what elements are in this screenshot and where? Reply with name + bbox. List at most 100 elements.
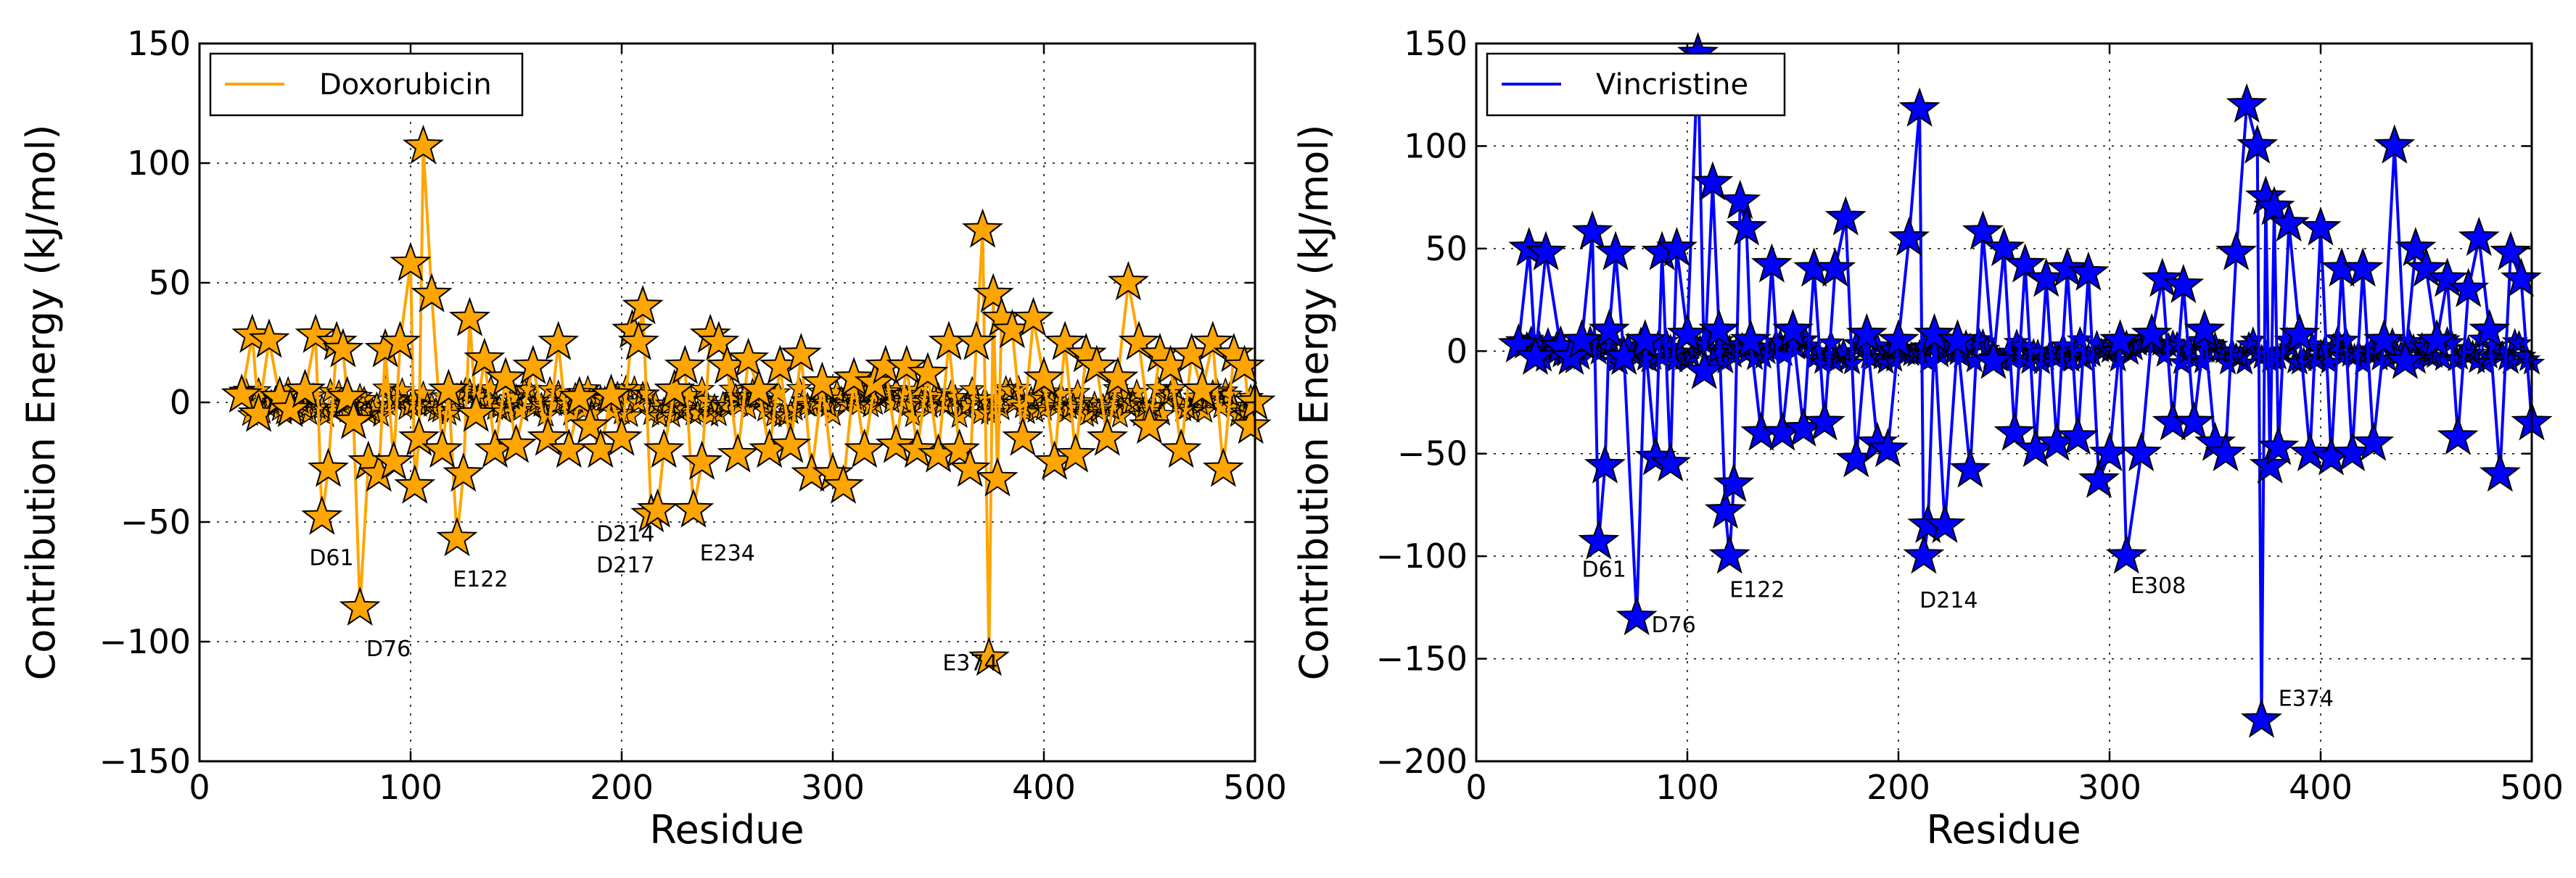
data-point-star — [1666, 312, 1708, 352]
x-axis-label: Residue — [649, 807, 804, 853]
data-point-star — [1845, 312, 1888, 352]
data-point-star — [1750, 243, 1793, 283]
residue-annotation: E308 — [2131, 573, 2186, 599]
data-point-star — [1803, 401, 1845, 441]
data-point-star — [1044, 320, 1086, 360]
x-tick-label: 300 — [801, 768, 865, 807]
residue-annotation: D76 — [366, 637, 411, 662]
data-point-star — [1713, 463, 1755, 502]
residue-annotation: E122 — [453, 567, 508, 592]
y-tick-label: 100 — [127, 144, 191, 183]
data-point-star — [1771, 309, 1814, 349]
data-point-star — [443, 452, 485, 492]
data-point-star — [1903, 534, 1945, 574]
data-point-star — [728, 337, 770, 377]
x-tick-label: 200 — [590, 768, 654, 807]
residue-annotation: D76 — [1652, 613, 1696, 638]
data-point-star — [295, 313, 337, 353]
data-point-star — [907, 352, 949, 392]
data-point-star — [2448, 268, 2490, 307]
data-point-star — [322, 328, 364, 368]
data-point-star — [512, 344, 554, 384]
data-point-star — [2004, 243, 2046, 283]
data-point-star — [1076, 344, 1118, 384]
plot-frame — [1475, 42, 2533, 763]
data-point-star — [962, 208, 1004, 248]
data-point-star — [394, 464, 436, 504]
data-point-star — [2226, 83, 2268, 123]
data-point-star — [2163, 263, 2205, 304]
y-tick-label: 0 — [170, 383, 191, 422]
data-point-star — [1993, 411, 2036, 451]
data-point-star — [1814, 247, 1856, 287]
data-point-star — [2279, 312, 2321, 352]
data-point-star — [1708, 534, 1750, 574]
vincristine-chart: 0 100 200 300 400 500 −200 −150 −100 −50 0 50 100 150… — [1291, 24, 2564, 853]
data-point-star — [654, 368, 696, 408]
data-point-star — [1692, 161, 1734, 201]
data-point-star — [1578, 520, 1620, 560]
data-point-star — [976, 457, 1019, 497]
data-point-star — [1936, 319, 1979, 359]
data-point-star — [527, 416, 569, 456]
data-point-star — [601, 416, 643, 456]
data-point-star — [2240, 698, 2283, 738]
data-point-star — [622, 285, 664, 325]
data-point-star — [1867, 428, 1909, 468]
data-point-star — [1983, 226, 2025, 267]
data-point-star — [886, 344, 928, 384]
data-point-star — [436, 517, 478, 557]
y-axis-label: Contribution Energy (kJ/mol) — [1291, 125, 1337, 681]
data-point-star — [2374, 124, 2416, 164]
data-point-star — [1704, 489, 1746, 529]
residue-annotation: D217 — [596, 552, 654, 578]
data-point-star — [326, 376, 369, 415]
data-point-star — [1655, 226, 1698, 267]
data-point-star — [1824, 196, 1867, 236]
legend: Doxorubicin — [209, 52, 524, 117]
y-axis-label: Contribution Energy (kJ/mol) — [18, 125, 64, 681]
data-point-star — [1128, 405, 1171, 444]
data-point-star — [1086, 416, 1128, 456]
data-point-star — [1202, 447, 1244, 487]
residue-annotation: D214 — [1919, 588, 1978, 613]
data-point-star — [1888, 216, 1930, 257]
data-point-star — [2363, 319, 2405, 359]
data-point-star — [1571, 210, 1613, 250]
data-point-star — [1514, 335, 1557, 376]
data-point-star — [1725, 206, 1768, 246]
data-point-star — [672, 488, 715, 528]
data-point-star — [2405, 247, 2448, 287]
y-tick-label: −100 — [99, 622, 191, 661]
data-point-star — [1698, 309, 1740, 349]
data-point-star — [1055, 433, 1097, 473]
y-tick-label: −100 — [1376, 537, 1468, 576]
y-tick-label: −50 — [1397, 434, 1468, 473]
x-tick-label: 100 — [1655, 768, 1719, 807]
data-point-star — [1588, 309, 1630, 349]
data-point-star — [2131, 312, 2173, 352]
data-point-star — [1181, 368, 1223, 408]
data-point-star — [2416, 319, 2458, 359]
data-point-star — [495, 423, 538, 463]
residue-annotation: D61 — [309, 545, 353, 571]
data-point-star — [1683, 349, 1725, 389]
residue-annotation: E374 — [942, 651, 997, 676]
data-point-star — [844, 428, 886, 468]
data-point-star — [2141, 257, 2184, 297]
y-tick-label: 50 — [1425, 229, 1468, 268]
data-point-star — [1913, 312, 1955, 352]
data-point-star — [738, 368, 780, 408]
x-tick-label: 400 — [1012, 768, 1076, 807]
data-point-star — [1584, 444, 1626, 484]
x-tick-label: 100 — [379, 768, 443, 807]
data-point-star — [2479, 452, 2521, 492]
data-point-star — [1616, 596, 1658, 636]
x-tick-label: 200 — [1867, 768, 1930, 807]
data-point-star — [2105, 534, 2147, 574]
data-point-star — [896, 428, 938, 468]
y-tick-label: 150 — [1404, 24, 1468, 63]
data-point-star — [2490, 231, 2532, 270]
data-point-star — [2099, 319, 2141, 359]
data-point-star — [717, 433, 759, 473]
